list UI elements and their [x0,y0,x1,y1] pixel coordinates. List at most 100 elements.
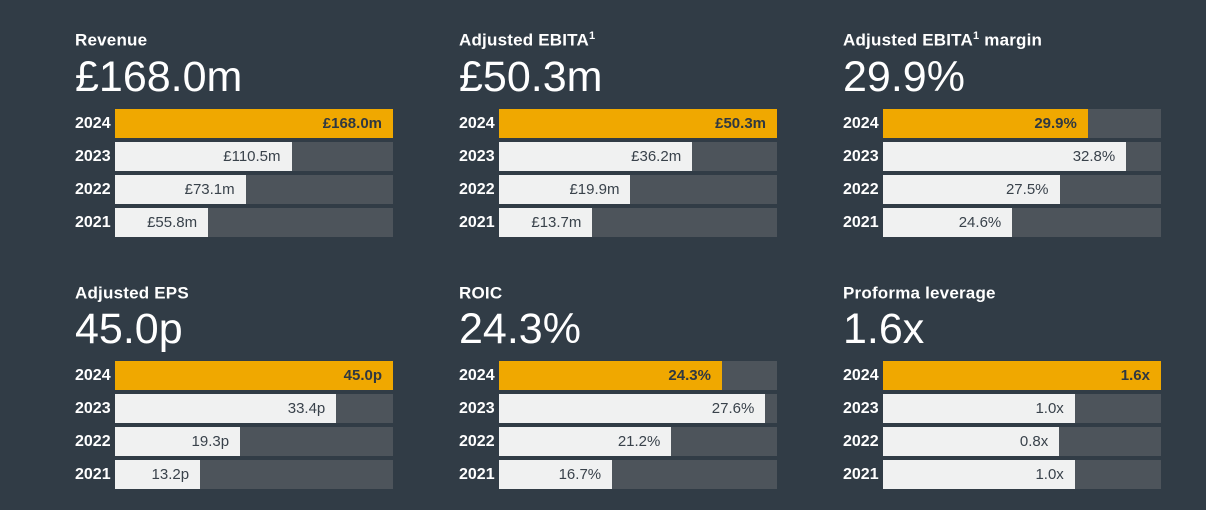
bar-fill: £13.7m [499,207,593,237]
panel-headline-value: £50.3m [459,52,603,101]
bar-value-label: £50.3m [715,114,766,132]
bar-year-label: 2022 [843,180,879,198]
bar-value-label: 29.9% [1034,114,1077,132]
bar-fill: £55.8m [115,207,209,237]
bar-fill: 21.2% [499,427,672,457]
bar-value-label: £36.2m [631,147,682,165]
panel-title-text: Adjusted EPS [75,283,189,303]
bar-year-label: 2023 [843,400,879,418]
bar-fill: £110.5m [115,141,292,171]
bar-fill: 24.6% [883,207,1013,237]
bar-track: 24.6% [883,207,1161,237]
bar-fill: 1.0x [883,394,1075,424]
bar-value-label: 0.8x [1019,433,1049,451]
bar-fill: 19.3p [115,427,241,457]
bar-fill: £36.2m [499,141,693,171]
bar-track: £110.5m [115,141,393,171]
bar-track: 0.8x [883,427,1161,457]
bar-track: 24.3% [499,361,777,391]
bar-value-label: £55.8m [147,213,198,231]
bar-fill-highlight: £168.0m [115,108,393,138]
bar-year-label: 2024 [75,114,111,132]
bar-year-label: 2024 [843,114,879,132]
bar-row: 2024 1.6x [843,361,1161,391]
panel-title: Proforma leverage [843,281,1161,301]
bar-track: £73.1m [115,174,393,204]
panel-title: Adjusted EPS [75,281,393,303]
bar-fill: £73.1m [115,174,246,204]
panel-title: Adjusted EBITA1 [459,28,777,49]
panel-headline-value: 29.9% [843,52,965,101]
bar-year-label: 2023 [843,147,879,165]
bar-year-label: 2021 [75,466,111,484]
kpi-panel-roic: ROIC 24.3% 2024 24.3% 2023 27.6% 2022 21… [459,281,777,490]
bar-track: £19.9m [499,174,777,204]
bar-chart: 2024 1.6x 2023 1.0x 2022 0.8x 2021 1.0x [843,361,1161,490]
kpi-grid: Revenue £168.0m 2024 £168.0m 2023 £110.5… [75,28,1206,490]
bar-row: 2021 1.0x [843,460,1161,490]
bar-row: 2022 £73.1m [75,174,393,204]
bar-year-label: 2023 [459,147,495,165]
bar-value-label: 45.0p [343,367,382,385]
bar-track: £50.3m [499,108,777,138]
bar-year-label: 2024 [459,114,495,132]
bar-track: 19.3p [115,427,393,457]
panel-title-text: Adjusted EBITA [459,30,589,50]
bar-year-label: 2023 [459,400,495,418]
bar-year-label: 2021 [843,213,879,231]
panel-headline-value: 45.0p [75,305,183,354]
bar-track: 1.0x [883,460,1161,490]
bar-row: 2021 16.7% [459,460,777,490]
bar-chart: 2024 £50.3m 2023 £36.2m 2022 £19.9m 2021… [459,108,777,237]
panel-title-suffix: margin [979,30,1043,50]
bar-value-label: 27.6% [711,400,755,418]
bar-value-label: 16.7% [558,466,602,484]
panel-headline-value: £168.0m [75,52,243,101]
bar-track: 29.9% [883,108,1161,138]
bar-fill-highlight: 29.9% [883,108,1088,138]
bar-row: 2022 £19.9m [459,174,777,204]
bar-track: 45.0p [115,361,393,391]
bar-year-label: 2022 [459,180,495,198]
bar-year-label: 2022 [75,180,111,198]
bar-year-label: 2022 [843,433,879,451]
bar-value-label: 1.0x [1035,400,1064,418]
bar-row: 2024 29.9% [843,108,1161,138]
bar-row: 2023 £110.5m [75,141,393,171]
bar-track: £13.7m [499,207,777,237]
bar-fill-highlight: 24.3% [499,361,722,391]
bar-track: 27.6% [499,394,777,424]
bar-row: 2021 24.6% [843,207,1161,237]
bar-chart: 2024 £168.0m 2023 £110.5m 2022 £73.1m 20… [75,108,393,237]
kpi-panel-adjusted-eps: Adjusted EPS 45.0p 2024 45.0p 2023 33.4p… [75,281,393,490]
panel-title: Adjusted EBITA1 margin [843,28,1161,49]
bar-row: 2024 45.0p [75,361,393,391]
bar-value-label: 1.0x [1035,466,1064,484]
bar-year-label: 2022 [75,433,111,451]
bar-value-label: 27.5% [1005,180,1049,198]
bar-row: 2021 £13.7m [459,207,777,237]
panel-title: ROIC [459,281,777,301]
bar-value-label: 33.4p [287,400,326,418]
bar-value-label: 24.6% [958,213,1002,231]
bar-track: 1.6x [883,361,1161,391]
bar-chart: 2024 24.3% 2023 27.6% 2022 21.2% 2021 16… [459,361,777,490]
bar-year-label: 2023 [75,400,111,418]
bar-track: 27.5% [883,174,1161,204]
bar-fill: 32.8% [883,141,1127,171]
bar-value-label: 13.2p [151,466,190,484]
bar-row: 2022 27.5% [843,174,1161,204]
bar-chart: 2024 45.0p 2023 33.4p 2022 19.3p 2021 13… [75,361,393,490]
bar-row: 2021 13.2p [75,460,393,490]
panel-headline-value: 1.6x [843,305,925,354]
bar-year-label: 2024 [459,367,495,385]
bar-fill-highlight: 45.0p [115,361,393,391]
bar-row: 2023 1.0x [843,394,1161,424]
panel-title-text: Revenue [75,30,148,50]
bar-track: £36.2m [499,141,777,171]
panel-headline-value: 24.3% [459,305,581,354]
bar-track: £55.8m [115,207,393,237]
bar-value-label: 1.6x [1120,367,1150,385]
bar-chart: 2024 29.9% 2023 32.8% 2022 27.5% 2021 24… [843,108,1161,237]
bar-fill: 1.0x [883,460,1075,490]
